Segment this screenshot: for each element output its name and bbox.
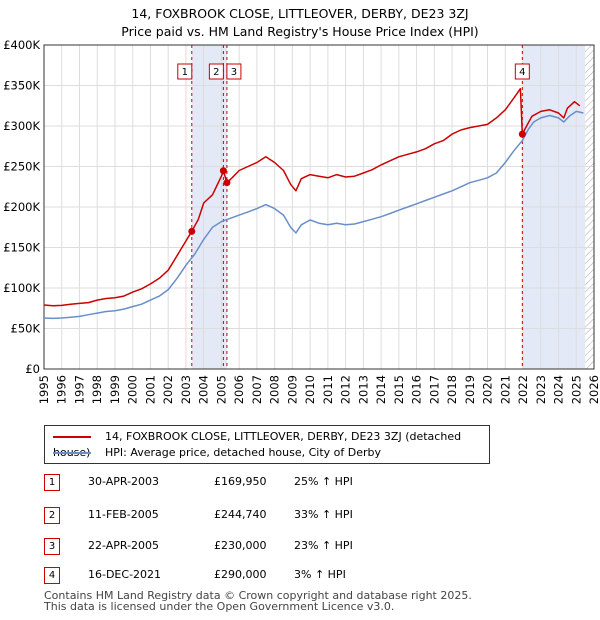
x-tick-label: 2008 [268, 375, 282, 404]
x-tick-label: 2014 [374, 375, 388, 404]
sale-label: 3 [226, 63, 242, 80]
transaction-number: 3 [44, 538, 60, 555]
sale-label-text: 4 [519, 67, 525, 78]
transaction-date: 22-APR-2005 [88, 539, 160, 552]
footer-licence: This data is licensed under the Open Gov… [44, 600, 395, 613]
x-tick-label: 2012 [339, 375, 353, 404]
y-tick-label: £150K [3, 241, 40, 255]
sale-label-text: 1 [182, 67, 188, 78]
plot-frame [43, 44, 595, 370]
sale-label-box [208, 63, 224, 80]
transaction-number: 1 [44, 474, 60, 491]
transaction-number: 4 [44, 567, 60, 584]
x-tick-label: 2013 [356, 375, 370, 404]
y-tick-label: £0 [25, 362, 40, 376]
hpi-line [43, 110, 584, 320]
legend-property: 14, FOXBROOK CLOSE, LITTLEOVER, DERBY, D… [53, 429, 489, 459]
transaction-price: £290,000 [214, 568, 267, 581]
x-tick-label: 2026 [587, 375, 600, 404]
chart-title: 14, FOXBROOK CLOSE, LITTLEOVER, DERBY, D… [131, 6, 469, 21]
x-tick-label: 2017 [427, 375, 441, 404]
legend: 14, FOXBROOK CLOSE, LITTLEOVER, DERBY, D… [44, 425, 490, 464]
x-tick-label: 2025 [569, 375, 583, 404]
transaction-number: 2 [44, 507, 60, 524]
y-tick-label: £100K [3, 281, 40, 295]
x-tick-label: 2007 [250, 375, 264, 404]
x-tick-label: 2018 [445, 375, 459, 404]
x-tick-label: 2001 [143, 375, 157, 404]
x-tick-label: 2019 [463, 375, 477, 404]
x-tick-label: 2003 [179, 375, 193, 404]
sale-label: 4 [514, 63, 530, 80]
sale-label-text: 3 [231, 67, 237, 78]
transaction-date: 30-APR-2003 [88, 475, 160, 488]
footer-copyright: Contains HM Land Registry data © Crown c… [44, 589, 472, 602]
sale-label-box [226, 63, 242, 80]
sale-label: 2 [208, 63, 224, 80]
transaction-price: £169,950 [214, 475, 267, 488]
sale-point [223, 179, 231, 187]
chart-subtitle: Price paid vs. HM Land Registry's House … [121, 24, 479, 39]
transaction-date: 16-DEC-2021 [88, 568, 162, 581]
price-chart: £0 £50K £100K £150K £200K £250K £300K £350K £400… [3, 38, 600, 404]
x-tick-label: 2000 [126, 375, 140, 404]
x-tick-label: 1996 [55, 375, 69, 404]
x-tick-label: 2021 [498, 375, 512, 404]
transaction-hpi: 3% ↑ HPI [294, 568, 346, 581]
y-tick-label: £300K [3, 119, 40, 133]
x-tick-label: 1997 [72, 375, 86, 404]
x-tick-label: 2011 [321, 375, 335, 404]
sale-label-box [514, 63, 530, 80]
y-tick-label: £50K [11, 322, 41, 336]
sale-label-box [177, 63, 193, 80]
y-tick-label: £350K [3, 79, 40, 93]
x-tick-label: 2016 [410, 375, 424, 404]
y-tick-label: £400K [3, 38, 40, 52]
legend-hpi: HPI: Average price, detached house, City… [53, 445, 381, 461]
x-tick-label: 2005 [214, 375, 228, 404]
y-tick-label: £200K [3, 200, 40, 214]
sale-point [518, 130, 526, 138]
x-tick-label: 2020 [481, 375, 495, 404]
y-tick-label: £250K [3, 160, 40, 174]
transaction-price: £230,000 [214, 539, 267, 552]
x-tick-label: 1999 [108, 375, 122, 404]
transaction-hpi: 25% ↑ HPI [294, 475, 353, 488]
sale-point [219, 167, 227, 175]
x-tick-label: 2024 [552, 375, 566, 404]
x-tick-label: 2023 [534, 375, 548, 404]
x-tick-label: 2002 [161, 375, 175, 404]
legend-hpi-swatch [53, 452, 91, 454]
legend-hpi-label: HPI: Average price, detached house, City… [105, 446, 382, 459]
transaction-price: £244,740 [214, 508, 267, 521]
property-price-line [43, 87, 581, 307]
transaction-hpi: 23% ↑ HPI [294, 539, 353, 552]
x-tick-label: 2022 [516, 375, 530, 404]
x-tick-label: 2006 [232, 375, 246, 404]
transaction-hpi: 33% ↑ HPI [294, 508, 353, 521]
sale-label: 1 [177, 63, 193, 80]
x-tick-label: 2009 [285, 375, 299, 404]
sale-point [188, 227, 196, 235]
legend-property-swatch [53, 436, 91, 438]
x-tick-label: 2015 [392, 375, 406, 404]
x-tick-label: 1998 [90, 375, 104, 404]
x-tick-label: 2004 [197, 375, 211, 404]
x-tick-label: 2010 [303, 375, 317, 404]
x-tick-label: 1995 [37, 375, 51, 404]
transaction-date: 11-FEB-2005 [88, 508, 159, 521]
sale-label-text: 2 [213, 67, 219, 78]
